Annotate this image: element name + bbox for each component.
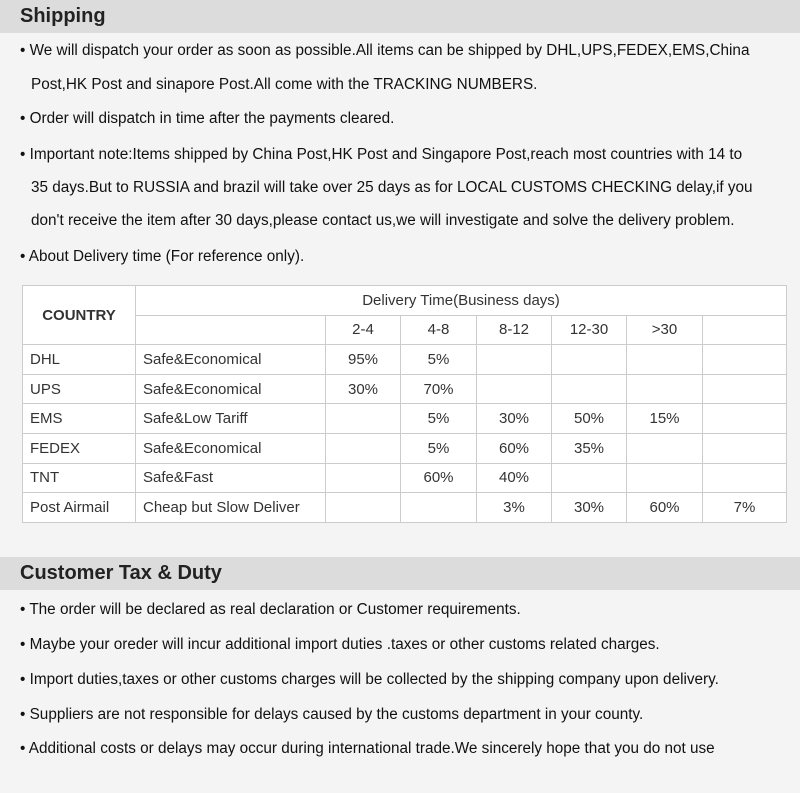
percentage-cell <box>325 462 401 494</box>
carrier-cell: DHL <box>22 344 136 375</box>
description-cell: Safe&Low Tariff <box>135 403 326 434</box>
column-header-row: 2-4 4-8 8-12 12-30 >30 <box>23 314 787 346</box>
percentage-cell: 60% <box>400 462 477 494</box>
carrier-cell: FEDEX <box>22 432 136 464</box>
percentage-cell <box>476 373 552 405</box>
percentage-cell: 60% <box>476 432 552 464</box>
tax-line: • The order will be declared as real dec… <box>20 601 521 618</box>
table-row: FEDEX Safe&Economical 5% 60% 35% <box>22 432 787 464</box>
percentage-cell <box>325 492 401 523</box>
percentage-cell <box>702 432 787 464</box>
percentage-cell: 5% <box>400 432 477 464</box>
percentage-cell: 5% <box>400 344 477 375</box>
percentage-cell <box>551 344 627 375</box>
carrier-cell: UPS <box>22 373 136 405</box>
percentage-cell <box>702 373 787 405</box>
percentage-cell: 35% <box>551 432 627 464</box>
column-header: 4-8 <box>400 314 477 346</box>
percentage-cell <box>626 373 703 405</box>
percentage-cell <box>626 462 703 494</box>
delivery-time-table: COUNTRY Delivery Time(Business days) 2-4… <box>22 284 787 523</box>
tax-line: • Maybe your oreder will incur additiona… <box>20 636 660 653</box>
percentage-cell <box>325 432 401 464</box>
column-header: >30 <box>626 314 703 346</box>
tax-line: • Suppliers are not responsible for dela… <box>20 706 644 723</box>
percentage-cell <box>400 492 477 523</box>
percentage-cell: 15% <box>626 403 703 434</box>
shipping-line: 35 days.But to RUSSIA and brazil will ta… <box>31 179 753 196</box>
tax-heading: Customer Tax & Duty <box>0 557 800 590</box>
percentage-cell: 60% <box>626 492 703 523</box>
description-cell: Safe&Economical <box>135 432 326 464</box>
delivery-time-header: Delivery Time(Business days) <box>135 285 787 316</box>
percentage-cell: 30% <box>476 403 552 434</box>
column-header: 2-4 <box>325 314 401 346</box>
percentage-cell <box>551 373 627 405</box>
carrier-cell: Post Airmail <box>22 492 136 523</box>
table-row: TNT Safe&Fast 60% 40% <box>22 462 787 494</box>
table-row: Post Airmail Cheap but Slow Deliver 3% 30% 6… <box>22 492 787 523</box>
description-cell: Safe&Fast <box>135 462 326 494</box>
shipping-line: don't receive the item after 30 days,ple… <box>31 212 735 229</box>
country-header: COUNTRY <box>22 284 136 346</box>
percentage-cell <box>551 462 627 494</box>
percentage-cell <box>626 344 703 375</box>
percentage-cell: 5% <box>400 403 477 434</box>
percentage-cell <box>702 403 787 434</box>
percentage-cell: 40% <box>476 462 552 494</box>
tax-line: • Import duties,taxes or other customs c… <box>20 671 719 688</box>
percentage-cell: 3% <box>476 492 552 523</box>
description-cell: Cheap but Slow Deliver <box>135 492 326 523</box>
shipping-heading: Shipping <box>0 0 800 33</box>
shipping-line: Post,HK Post and sinapore Post.All come … <box>31 76 538 93</box>
carrier-cell: EMS <box>22 403 136 434</box>
table-row: EMS Safe&Low Tariff 5% 30% 50% 15% <box>22 403 787 434</box>
column-header <box>702 314 787 346</box>
shipping-line: • We will dispatch your order as soon as… <box>20 42 750 59</box>
shipping-line: • Important note:Items shipped by China … <box>20 146 743 163</box>
shipping-line: • Order will dispatch in time after the … <box>20 110 395 127</box>
percentage-cell <box>626 432 703 464</box>
percentage-cell: 30% <box>325 373 401 405</box>
column-header: 12-30 <box>551 314 627 346</box>
table-row: UPS Safe&Economical 30% 70% <box>22 373 787 405</box>
percentage-cell: 50% <box>551 403 627 434</box>
percentage-cell: 95% <box>325 344 401 375</box>
shipping-line: • About Delivery time (For reference onl… <box>20 248 305 265</box>
percentage-cell <box>702 344 787 375</box>
carrier-cell: TNT <box>22 462 136 494</box>
percentage-cell <box>476 344 552 375</box>
percentage-cell <box>325 403 401 434</box>
percentage-cell: 30% <box>551 492 627 523</box>
percentage-cell: 70% <box>400 373 477 405</box>
percentage-cell: 7% <box>702 492 787 523</box>
tax-line: • Additional costs or delays may occur d… <box>20 740 715 757</box>
percentage-cell <box>702 462 787 494</box>
table-row: DHL Safe&Economical 95% 5% <box>22 344 787 375</box>
description-cell: Safe&Economical <box>135 344 326 375</box>
column-header: 8-12 <box>476 314 552 346</box>
description-cell: Safe&Economical <box>135 373 326 405</box>
